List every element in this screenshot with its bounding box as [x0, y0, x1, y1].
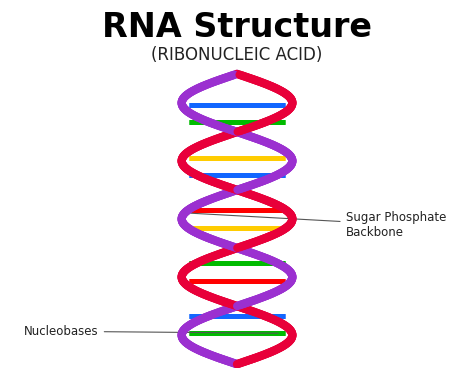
Text: Sugar Phosphate
Backbone: Sugar Phosphate Backbone [191, 210, 446, 238]
Text: (RIBONUCLEIC ACID): (RIBONUCLEIC ACID) [151, 46, 323, 64]
Text: RNA Structure: RNA Structure [102, 11, 372, 44]
Text: Nucleobases: Nucleobases [24, 325, 278, 338]
